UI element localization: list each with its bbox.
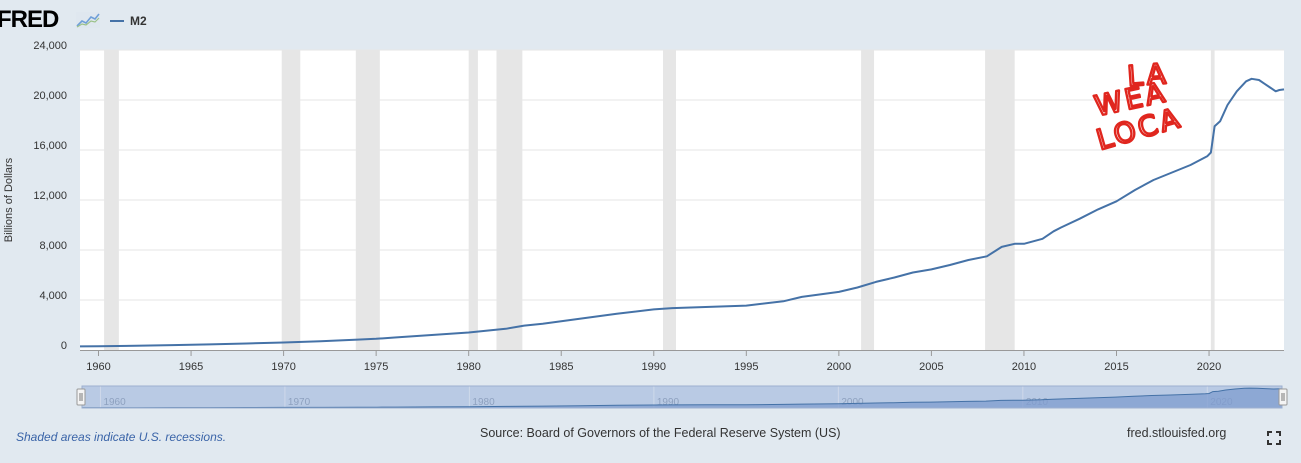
legend[interactable]: M2 <box>110 14 147 28</box>
y-axis-label: Billions of Dollars <box>3 157 15 242</box>
y-tick-label: 4,000 <box>39 290 67 302</box>
y-tick-label: 24,000 <box>33 40 67 52</box>
recession-note: Shaded areas indicate U.S. recessions. <box>16 430 227 444</box>
navigator-tick-label: 1960 <box>103 397 126 408</box>
x-tick-label: 1990 <box>642 361 666 373</box>
x-tick-label: 2005 <box>919 361 943 373</box>
y-tick-label: 20,000 <box>33 90 67 102</box>
navigator-series-area <box>81 387 1283 409</box>
x-tick-label: 2020 <box>1197 361 1221 373</box>
source-text: Source: Board of Governors of the Federa… <box>480 426 841 440</box>
gridlines <box>80 49 1284 301</box>
y-axis-ticks: 0 4,000 8,000 12,000 16,000 20,000 24,000 <box>33 40 67 352</box>
x-tick-label: 2000 <box>827 361 851 373</box>
x-tick-label: 1970 <box>271 361 295 373</box>
x-tick-label: 1980 <box>456 361 480 373</box>
legend-swatch <box>110 20 124 22</box>
x-tick-label: 2015 <box>1104 361 1128 373</box>
x-tick-label: 1960 <box>86 361 110 373</box>
fred-logo[interactable]: FRED <box>0 6 59 33</box>
y-tick-label: 0 <box>61 340 67 352</box>
navigator-tick-label: 1980 <box>472 397 495 408</box>
navigator-tick-label: 1970 <box>288 397 311 408</box>
navigator[interactable]: 1960197019801990200020102020 <box>76 385 1288 409</box>
navigator-handle-left[interactable] <box>76 388 86 406</box>
x-tick-label: 1965 <box>179 361 203 373</box>
site-link[interactable]: fred.stlouisfed.org <box>1127 426 1227 440</box>
annotation-line: LA <box>1126 57 1170 93</box>
navigator-tick-label: 1990 <box>657 397 680 408</box>
y-tick-label: 8,000 <box>39 240 67 252</box>
fullscreen-icon[interactable] <box>1267 431 1281 445</box>
x-tick-label: 1985 <box>549 361 573 373</box>
y-tick-label: 16,000 <box>33 140 67 152</box>
x-tick-label: 1975 <box>364 361 388 373</box>
navigator-handle-right[interactable] <box>1278 388 1288 406</box>
navigator-tick-label: 2000 <box>841 397 864 408</box>
series-line-m2 <box>79 77 1285 348</box>
x-tick-label: 1995 <box>734 361 758 373</box>
legend-label: M2 <box>130 14 147 28</box>
y-tick-label: 12,000 <box>33 190 67 202</box>
line-chart-icon <box>76 12 100 28</box>
x-axis-ticks: 1960 1965 1970 1975 1980 1985 1990 1995 2000 2005… <box>80 350 1284 373</box>
series-layer <box>79 77 1285 348</box>
x-tick-label: 2010 <box>1012 361 1036 373</box>
